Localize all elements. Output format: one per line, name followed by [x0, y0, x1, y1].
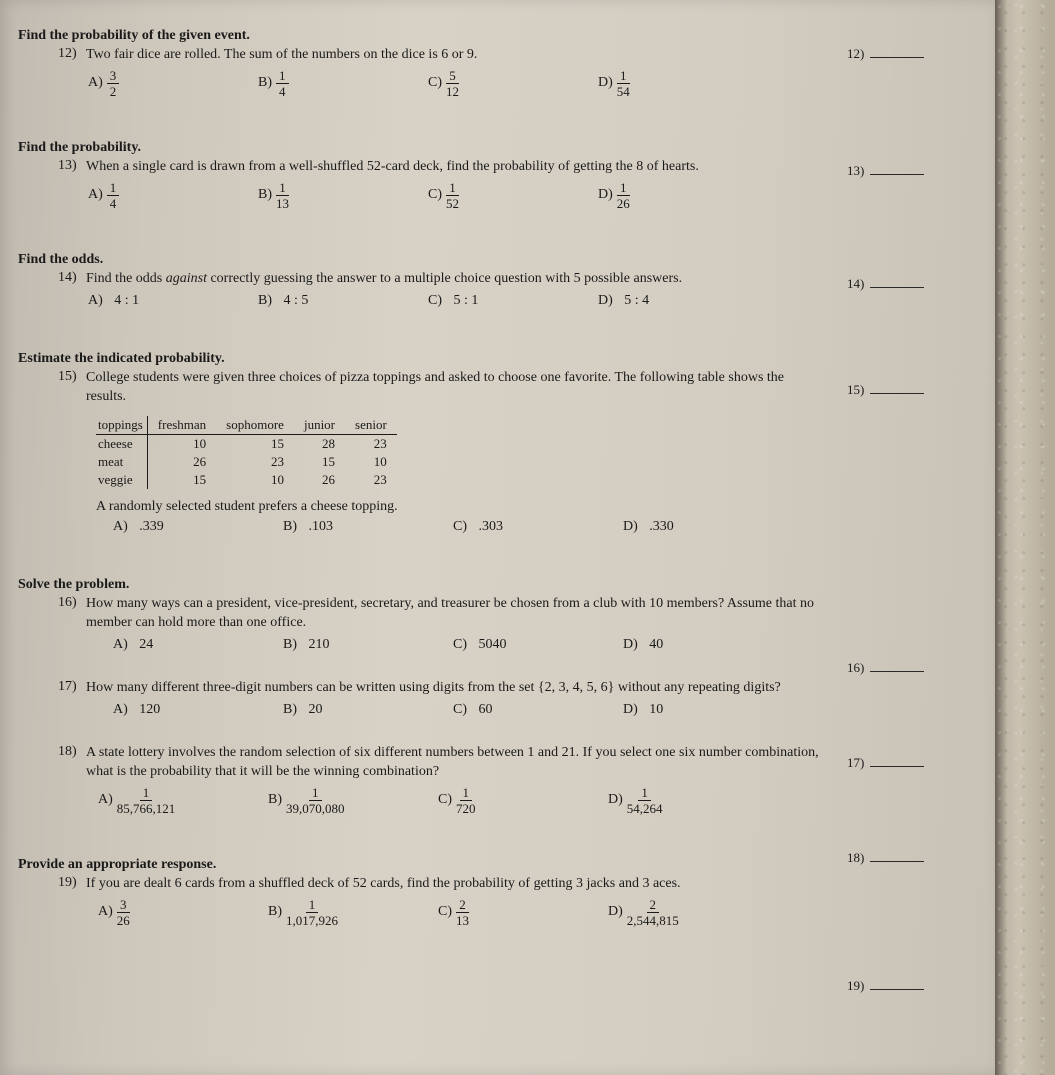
- section-heading: Find the odds.: [18, 252, 951, 268]
- choice-d: D)22,544,815: [608, 898, 778, 927]
- choice-c: C) .303: [453, 519, 623, 535]
- question-text: If you are dealt 6 cards from a shuffled…: [86, 875, 836, 894]
- choice-a: A) 4 : 1: [88, 293, 258, 309]
- question-text: When a single card is drawn from a well-…: [86, 158, 816, 177]
- table-header: toppings: [96, 416, 147, 435]
- question-17: 17) How many different three-digit numbe…: [58, 679, 951, 698]
- choice-d: D)126: [598, 181, 768, 210]
- answer-blank-15: 15): [847, 382, 937, 398]
- choice-b: B) 20: [283, 702, 453, 718]
- answer-blank-19: 19): [847, 978, 937, 994]
- question-18: 18) A state lottery involves the random …: [58, 744, 951, 782]
- choice-a: A)14: [88, 181, 258, 210]
- choice-c: C)213: [438, 898, 608, 927]
- question-13: 13) When a single card is drawn from a w…: [58, 158, 951, 177]
- question-subtext: A randomly selected student prefers a ch…: [96, 499, 951, 515]
- choice-c: C)512: [428, 69, 598, 98]
- choice-b: B)113: [258, 181, 428, 210]
- answer-blank-14: 14): [847, 276, 937, 292]
- choice-a: A) 120: [113, 702, 283, 718]
- question-text: College students were given three choice…: [86, 369, 826, 407]
- question-15: 15) College students were given three ch…: [58, 369, 951, 407]
- choice-d: D) 40: [623, 637, 793, 653]
- answer-blank-13: 13): [847, 163, 937, 179]
- section-heading: Solve the problem.: [18, 577, 951, 593]
- choice-a: A)32: [88, 69, 258, 98]
- table-header: senior: [345, 416, 397, 435]
- question-text: How many ways can a president, vice-pres…: [86, 595, 826, 633]
- question-number: 16): [58, 595, 86, 611]
- question-number: 13): [58, 158, 86, 174]
- section-heading: Find the probability of the given event.: [18, 28, 951, 44]
- question-text: Find the odds against correctly guessing…: [86, 270, 816, 289]
- choice-a: A)326: [98, 898, 268, 927]
- toppings-table: toppings freshman sophomore junior senio…: [96, 416, 397, 489]
- choice-d: D)154: [598, 69, 768, 98]
- table-header: junior: [294, 416, 345, 435]
- choice-d: D) 5 : 4: [598, 293, 768, 309]
- choice-c: C) 5 : 1: [428, 293, 598, 309]
- choice-a: A)185,766,121: [98, 786, 268, 815]
- table-row: cheese10152823: [96, 435, 397, 454]
- question-text: A state lottery involves the random sele…: [86, 744, 826, 782]
- choice-b: B) .103: [283, 519, 453, 535]
- choice-b: B) 4 : 5: [258, 293, 428, 309]
- choice-b: B)139,070,080: [268, 786, 438, 815]
- choice-c: C)152: [428, 181, 598, 210]
- choice-a: A) .339: [113, 519, 283, 535]
- table-row: meat26231510: [96, 453, 397, 471]
- section-heading: Provide an appropriate response.: [18, 857, 951, 873]
- choice-b: B)14: [258, 69, 428, 98]
- question-text: How many different three-digit numbers c…: [86, 679, 826, 698]
- question-text: Two fair dice are rolled. The sum of the…: [86, 46, 951, 65]
- question-number: 18): [58, 744, 86, 760]
- choice-b: B) 210: [283, 637, 453, 653]
- choice-b: B)11,017,926: [268, 898, 438, 927]
- answer-blank-18: 18): [847, 850, 937, 866]
- choice-c: C) 5040: [453, 637, 623, 653]
- table-header: freshman: [147, 416, 216, 435]
- answer-blank-17: 17): [847, 755, 937, 771]
- question-number: 14): [58, 270, 86, 286]
- choice-d: D) .330: [623, 519, 793, 535]
- choice-c: C)1720: [438, 786, 608, 815]
- question-number: 17): [58, 679, 86, 695]
- section-heading: Find the probability.: [18, 140, 951, 156]
- question-number: 19): [58, 875, 86, 891]
- choice-d: D) 10: [623, 702, 793, 718]
- page-edge-texture: [995, 0, 1055, 1075]
- worksheet-page: 12) 13) 14) 15) 16) 17) 18) 19) Find the…: [0, 0, 995, 1075]
- question-number: 15): [58, 369, 86, 385]
- answer-blank-16: 16): [847, 660, 937, 676]
- question-number: 12): [58, 46, 86, 62]
- choice-a: A) 24: [113, 637, 283, 653]
- question-14: 14) Find the odds against correctly gues…: [58, 270, 951, 289]
- choice-c: C) 60: [453, 702, 623, 718]
- table-header: sophomore: [216, 416, 294, 435]
- answer-blank-12: 12): [847, 46, 937, 62]
- question-12: 12) Two fair dice are rolled. The sum of…: [58, 46, 951, 65]
- section-heading: Estimate the indicated probability.: [18, 351, 951, 367]
- table-row: veggie15102623: [96, 471, 397, 489]
- question-16: 16) How many ways can a president, vice-…: [58, 595, 951, 633]
- question-19: 19) If you are dealt 6 cards from a shuf…: [58, 875, 951, 894]
- choice-d: D)154,264: [608, 786, 778, 815]
